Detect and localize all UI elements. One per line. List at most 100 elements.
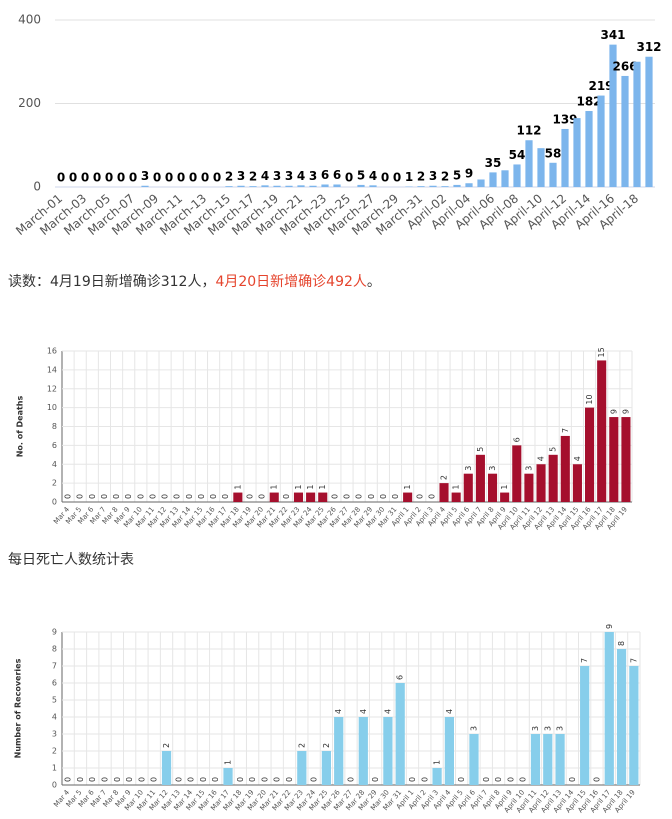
bar <box>285 185 293 187</box>
bar <box>321 184 329 187</box>
value-label: 341 <box>600 28 625 42</box>
bar <box>463 473 473 502</box>
bar <box>597 360 607 502</box>
value-label: 3 <box>285 169 293 183</box>
value-label: 0 <box>482 777 491 782</box>
value-label: 0 <box>125 777 134 782</box>
value-label: 0 <box>93 171 101 185</box>
value-label: 7 <box>580 658 589 663</box>
value-label: 0 <box>420 777 429 782</box>
value-label: 1 <box>433 760 442 765</box>
value-label: 0 <box>150 777 159 782</box>
value-label: 6 <box>333 168 341 182</box>
value-label: 0 <box>355 494 364 499</box>
bar <box>597 95 605 187</box>
value-label: 0 <box>379 494 388 499</box>
reading-prefix: 读数：4月19日新增确诊312人， <box>8 273 215 290</box>
value-label: 1 <box>294 484 303 489</box>
value-label: 3 <box>531 726 540 731</box>
value-label: 6 <box>512 437 521 442</box>
value-label: 312 <box>636 40 661 54</box>
value-label: 0 <box>88 777 97 782</box>
value-label: 0 <box>248 777 257 782</box>
y-tick-label: 9 <box>52 628 57 637</box>
bar <box>369 185 377 187</box>
value-label: 4 <box>369 169 377 183</box>
value-label: 8 <box>617 641 626 646</box>
value-label: 4 <box>334 709 343 714</box>
value-label: 0 <box>494 777 503 782</box>
value-label: 0 <box>137 777 146 782</box>
bar <box>609 417 619 502</box>
value-label: 2 <box>417 170 425 184</box>
value-label: 5 <box>476 447 485 452</box>
value-label: 3 <box>543 726 552 731</box>
value-label: 0 <box>64 777 73 782</box>
value-label: 0 <box>161 494 170 499</box>
bar <box>549 162 557 187</box>
bar <box>475 454 485 502</box>
value-label: 0 <box>165 171 173 185</box>
bar <box>403 492 413 502</box>
value-label: 7 <box>629 658 638 663</box>
y-tick-label: 0 <box>33 180 41 194</box>
value-label: 5 <box>453 168 461 182</box>
value-label: 9 <box>605 624 614 629</box>
value-label: 0 <box>173 494 182 499</box>
bar <box>439 483 449 502</box>
y-tick-label: 4 <box>52 460 57 469</box>
bar <box>572 464 582 502</box>
bar <box>585 407 595 502</box>
value-label: 4 <box>537 456 546 461</box>
bar <box>309 185 317 187</box>
y-tick-label: 7 <box>52 662 57 671</box>
bar <box>297 751 307 785</box>
value-label: 3 <box>141 169 149 183</box>
value-label: 0 <box>211 777 220 782</box>
value-label: 0 <box>367 494 376 499</box>
value-label: 0 <box>381 171 389 185</box>
value-label: 35 <box>485 156 502 170</box>
value-label: 0 <box>201 171 209 185</box>
bar <box>297 185 305 187</box>
value-label: 6 <box>396 675 405 680</box>
value-label: 5 <box>549 447 558 452</box>
value-label: 3 <box>309 169 317 183</box>
bar <box>580 666 590 785</box>
bar <box>530 734 541 785</box>
value-label: 2 <box>440 475 449 480</box>
value-label: 0 <box>568 777 577 782</box>
bar <box>161 751 172 785</box>
bar <box>321 751 332 785</box>
bar <box>261 185 269 187</box>
value-label: 6 <box>321 168 329 182</box>
bar <box>645 56 653 187</box>
value-label: 0 <box>371 777 380 782</box>
bar <box>233 492 243 502</box>
reading-text: 读数：4月19日新增确诊312人，4月20日新增确诊492人。 <box>8 273 381 290</box>
value-label: 0 <box>187 777 196 782</box>
value-label: 0 <box>347 777 356 782</box>
value-label: 0 <box>101 777 110 782</box>
y-tick-label: 16 <box>47 347 57 356</box>
bar <box>432 768 442 785</box>
value-label: 2 <box>162 743 171 748</box>
value-label: 0 <box>258 494 267 499</box>
value-label: 4 <box>359 709 368 714</box>
bar <box>358 717 368 785</box>
value-label: 9 <box>621 409 630 414</box>
value-label: 0 <box>113 777 122 782</box>
value-label: 3 <box>429 169 437 183</box>
y-axis-title: Number of Recoveries <box>14 658 23 758</box>
value-label: 3 <box>524 466 533 471</box>
y-tick-label: 8 <box>52 422 57 431</box>
value-label: 0 <box>177 171 185 185</box>
bar <box>306 492 316 502</box>
bar <box>585 111 593 187</box>
value-label: 0 <box>457 777 466 782</box>
value-label: 1 <box>270 484 279 489</box>
value-label: 0 <box>148 494 157 499</box>
bar <box>543 734 553 785</box>
